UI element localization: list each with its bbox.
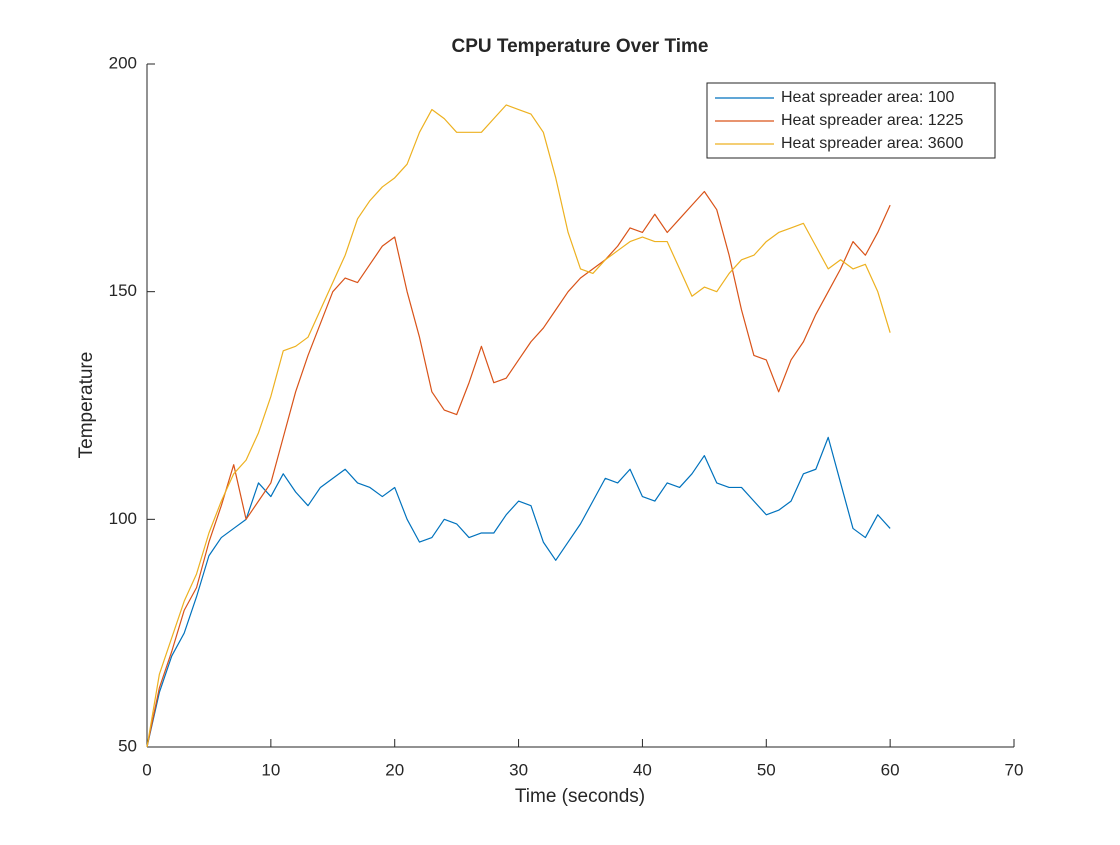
y-axis-label: Temperature (76, 352, 97, 459)
x-tick-label: 0 (142, 760, 151, 779)
line-series (146, 436, 891, 748)
x-tick-label: 20 (385, 760, 404, 779)
x-tick-label: 30 (509, 760, 528, 779)
y-tick-label: 150 (109, 281, 137, 300)
x-tick-label: 70 (1005, 760, 1024, 779)
x-axis-label: Time (seconds) (515, 786, 645, 807)
x-tick-label: 50 (757, 760, 776, 779)
legend-label: Heat spreader area: 1225 (781, 112, 963, 129)
y-tick-label: 200 (109, 53, 137, 72)
legend: Heat spreader area: 100 Heat spreader are… (706, 82, 996, 159)
x-tick-label: 60 (881, 760, 900, 779)
legend-label: Heat spreader area: 100 (781, 89, 955, 106)
y-tick-label: 50 (118, 736, 137, 755)
y-tick-label: 100 (109, 509, 137, 528)
legend-label: Heat spreader area: 3600 (781, 135, 963, 152)
line-series (146, 104, 891, 748)
x-tick-label: 10 (261, 760, 280, 779)
line-series (146, 190, 891, 748)
x-tick-label: 40 (633, 760, 652, 779)
chart-title: CPU Temperature Over Time (452, 36, 709, 57)
